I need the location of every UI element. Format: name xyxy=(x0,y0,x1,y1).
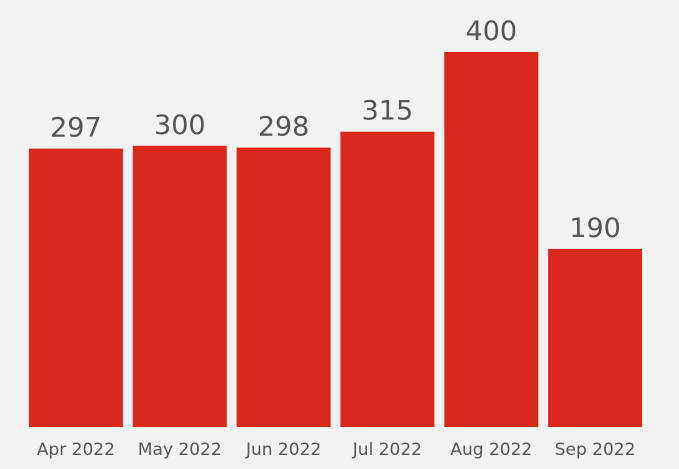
data-label: 300 xyxy=(154,110,206,141)
x-tick-labels-group: Apr 2022 May 2022 Jun 2022 Jul 2022 Aug 2022… xyxy=(37,440,636,460)
bar-may-2022 xyxy=(132,145,227,428)
data-label: 297 xyxy=(50,113,102,144)
data-label: 315 xyxy=(362,96,414,127)
data-label: 400 xyxy=(466,16,518,47)
x-tick-label: Sep 2022 xyxy=(555,440,636,460)
bar-jul-2022 xyxy=(340,131,435,427)
data-label: 298 xyxy=(258,112,310,143)
bar-apr-2022 xyxy=(28,148,123,427)
x-tick-label: Apr 2022 xyxy=(37,440,115,460)
data-labels-group: 297 300 298 315 400 190 xyxy=(50,16,621,244)
x-tick-label: May 2022 xyxy=(138,440,222,460)
bars-group xyxy=(28,52,643,428)
bar-sep-2022 xyxy=(548,248,643,427)
x-tick-label: Jul 2022 xyxy=(352,440,422,460)
x-tick-label: Aug 2022 xyxy=(450,440,532,460)
bar-aug-2022 xyxy=(444,52,539,427)
bar-jun-2022 xyxy=(236,147,331,427)
data-label: 190 xyxy=(569,213,621,244)
x-tick-label: Jun 2022 xyxy=(245,440,321,460)
